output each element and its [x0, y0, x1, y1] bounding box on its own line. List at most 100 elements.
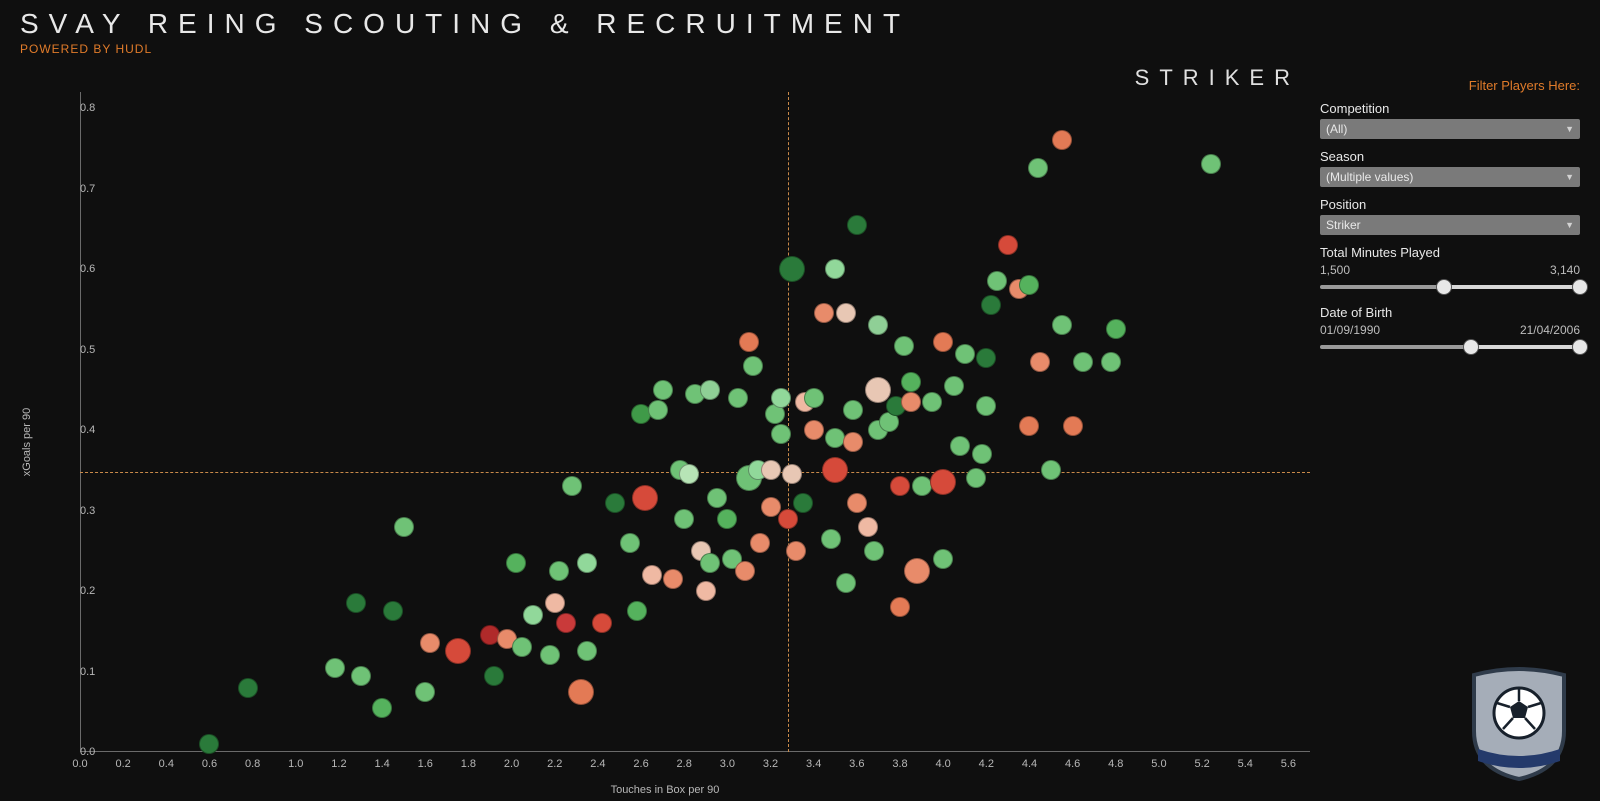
scatter-point[interactable] [679, 464, 699, 484]
scatter-point[interactable] [420, 633, 440, 653]
scatter-point[interactable] [238, 678, 258, 698]
scatter-point[interactable] [707, 488, 727, 508]
scatter-point[interactable] [933, 549, 953, 569]
scatter-point[interactable] [998, 235, 1018, 255]
scatter-point[interactable] [901, 392, 921, 412]
scatter-point[interactable] [592, 613, 612, 633]
plot-area[interactable]: 0.00.20.40.60.81.01.21.41.61.82.02.22.42… [80, 92, 1310, 752]
scatter-point[interactable] [814, 303, 834, 323]
scatter-point[interactable] [605, 493, 625, 513]
scatter-point[interactable] [562, 476, 582, 496]
scatter-point[interactable] [415, 682, 435, 702]
scatter-point[interactable] [847, 493, 867, 513]
scatter-point[interactable] [512, 637, 532, 657]
scatter-point[interactable] [700, 380, 720, 400]
scatter-point[interactable] [976, 348, 996, 368]
scatter-point[interactable] [761, 460, 781, 480]
scatter-point[interactable] [804, 388, 824, 408]
scatter-point[interactable] [933, 332, 953, 352]
scatter-point[interactable] [750, 533, 770, 553]
scatter-point[interactable] [325, 658, 345, 678]
scatter-point[interactable] [922, 392, 942, 412]
scatter-point[interactable] [577, 641, 597, 661]
dob-slider-handle-max[interactable] [1572, 339, 1588, 355]
scatter-point[interactable] [843, 400, 863, 420]
scatter-point[interactable] [904, 558, 930, 584]
scatter-point[interactable] [864, 541, 884, 561]
scatter-point[interactable] [804, 420, 824, 440]
position-dropdown[interactable]: Striker ▼ [1320, 215, 1580, 235]
scatter-point[interactable] [930, 469, 956, 495]
scatter-point[interactable] [648, 400, 668, 420]
scatter-point[interactable] [955, 344, 975, 364]
scatter-point[interactable] [1052, 315, 1072, 335]
scatter-point[interactable] [761, 497, 781, 517]
scatter-point[interactable] [771, 388, 791, 408]
scatter-point[interactable] [779, 256, 805, 282]
scatter-point[interactable] [847, 215, 867, 235]
scatter-point[interactable] [199, 734, 219, 754]
scatter-point[interactable] [1073, 352, 1093, 372]
scatter-point[interactable] [743, 356, 763, 376]
scatter-point[interactable] [568, 679, 594, 705]
competition-dropdown[interactable]: (All) ▼ [1320, 119, 1580, 139]
scatter-point[interactable] [627, 601, 647, 621]
scatter-point[interactable] [901, 372, 921, 392]
scatter-point[interactable] [786, 541, 806, 561]
scatter-point[interactable] [484, 666, 504, 686]
scatter-point[interactable] [912, 476, 932, 496]
scatter-point[interactable] [632, 485, 658, 511]
scatter-point[interactable] [822, 457, 848, 483]
scatter-point[interactable] [523, 605, 543, 625]
scatter-point[interactable] [858, 517, 878, 537]
scatter-point[interactable] [890, 597, 910, 617]
scatter-point[interactable] [821, 529, 841, 549]
scatter-point[interactable] [642, 565, 662, 585]
minutes-slider-handle-min[interactable] [1436, 279, 1452, 295]
scatter-point[interactable] [674, 509, 694, 529]
scatter-point[interactable] [944, 376, 964, 396]
scatter-point[interactable] [346, 593, 366, 613]
scatter-point[interactable] [894, 336, 914, 356]
scatter-point[interactable] [383, 601, 403, 621]
scatter-point[interactable] [700, 553, 720, 573]
scatter-point[interactable] [351, 666, 371, 686]
scatter-point[interactable] [1030, 352, 1050, 372]
scatter-point[interactable] [545, 593, 565, 613]
season-dropdown[interactable]: (Multiple values) ▼ [1320, 167, 1580, 187]
scatter-point[interactable] [981, 295, 1001, 315]
scatter-point[interactable] [890, 476, 910, 496]
scatter-point[interactable] [372, 698, 392, 718]
scatter-point[interactable] [1063, 416, 1083, 436]
scatter-point[interactable] [540, 645, 560, 665]
scatter-point[interactable] [549, 561, 569, 581]
scatter-point[interactable] [394, 517, 414, 537]
scatter-point[interactable] [735, 561, 755, 581]
dob-slider[interactable] [1320, 339, 1580, 355]
scatter-point[interactable] [782, 464, 802, 484]
scatter-point[interactable] [506, 553, 526, 573]
scatter-point[interactable] [663, 569, 683, 589]
scatter-point[interactable] [972, 444, 992, 464]
scatter-point[interactable] [793, 493, 813, 513]
scatter-point[interactable] [778, 509, 798, 529]
scatter-point[interactable] [1201, 154, 1221, 174]
scatter-point[interactable] [987, 271, 1007, 291]
scatter-point[interactable] [1041, 460, 1061, 480]
minutes-slider-handle-max[interactable] [1572, 279, 1588, 295]
scatter-point[interactable] [739, 332, 759, 352]
scatter-point[interactable] [950, 436, 970, 456]
scatter-point[interactable] [696, 581, 716, 601]
scatter-point[interactable] [728, 388, 748, 408]
scatter-point[interactable] [556, 613, 576, 633]
scatter-point[interactable] [577, 553, 597, 573]
minutes-slider[interactable] [1320, 279, 1580, 295]
scatter-point[interactable] [771, 424, 791, 444]
scatter-point[interactable] [445, 638, 471, 664]
scatter-point[interactable] [1019, 416, 1039, 436]
scatter-point[interactable] [836, 573, 856, 593]
scatter-point[interactable] [825, 259, 845, 279]
dob-slider-handle-min[interactable] [1463, 339, 1479, 355]
scatter-point[interactable] [1052, 130, 1072, 150]
scatter-point[interactable] [1019, 275, 1039, 295]
